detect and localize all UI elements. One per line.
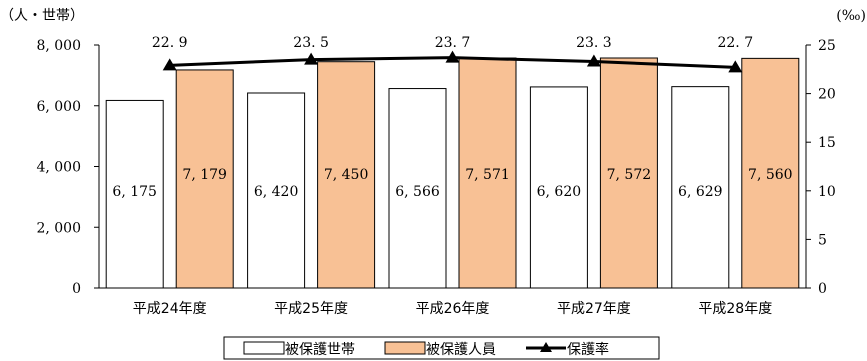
x-axis-tick-label: 平成28年度 <box>698 301 772 317</box>
rate-marker <box>586 54 601 67</box>
legend: 被保護世帯 被保護人員 保護率 <box>223 336 660 360</box>
bar-households <box>529 86 588 289</box>
rate-marker <box>304 52 319 65</box>
legend-label-rate: 保護率 <box>567 341 609 358</box>
bar-label-households: 6, 566 <box>395 184 440 200</box>
rate-line: 22. 9 23. 5 23. 7 23. 3 22. 7 <box>152 35 753 73</box>
bars <box>105 57 800 289</box>
left-axis-tick-label: 6, 000 <box>36 99 81 115</box>
x-axis-tick-label: 平成24年度 <box>133 301 207 317</box>
x-axis-labels: 平成24年度 平成25年度 平成26年度 平成27年度 平成28年度 <box>133 301 772 317</box>
legend-box <box>223 336 660 360</box>
right-axis-tick-label: 25 <box>818 38 836 54</box>
rate-data-label: 23. 7 <box>435 35 471 51</box>
bar-persons <box>317 61 376 289</box>
rate-data-label: 23. 5 <box>293 35 329 51</box>
bar-persons <box>599 57 658 289</box>
left-axis-tick-label: 4, 000 <box>36 160 81 176</box>
left-axis-tick-label: 2, 000 <box>36 220 81 236</box>
bar-label-households: 6, 175 <box>112 184 157 200</box>
rate-data-label: 22. 9 <box>152 35 188 51</box>
right-axis-unit: (‰) <box>836 8 866 24</box>
left-axis-tick-label: 0 <box>72 281 81 297</box>
right-axis-tick-label: 15 <box>818 135 836 151</box>
legend-label-households: 被保護世帯 <box>285 342 355 358</box>
left-axis-unit: （人・世帯） <box>0 8 84 24</box>
legend-label-persons: 被保護人員 <box>426 342 496 358</box>
bar-label-households: 6, 420 <box>254 184 299 200</box>
x-axis-tick-label: 平成27年度 <box>557 301 631 317</box>
bar-households <box>247 92 306 289</box>
rate-marker <box>162 58 177 71</box>
bar-persons <box>175 69 234 289</box>
left-axis: 0 2, 000 4, 000 6, 000 8, 000 <box>36 38 99 297</box>
bar-label-persons: 7, 572 <box>607 167 652 183</box>
rate-data-label: 22. 7 <box>717 35 753 51</box>
right-axis-tick-label: 0 <box>818 281 827 297</box>
right-axis-tick-label: 5 <box>818 232 827 248</box>
rate-marker <box>445 50 460 63</box>
right-axis-tick-label: 20 <box>818 87 836 103</box>
bar-labels: 6, 175 7, 179 6, 420 7, 450 6, 566 7, 571 6, 6… <box>112 167 792 200</box>
bar-label-persons: 7, 179 <box>182 167 227 183</box>
bar-households <box>105 99 164 289</box>
bar-label-persons: 7, 560 <box>748 167 793 183</box>
rate-data-label: 23. 3 <box>576 35 612 51</box>
bar-label-households: 6, 620 <box>537 184 582 200</box>
right-axis-tick-label: 10 <box>818 184 836 200</box>
legend-swatch-rate-marker <box>540 342 552 352</box>
x-axis-tick-label: 平成26年度 <box>416 301 490 317</box>
right-axis: 0 5 10 15 20 25 <box>806 38 836 297</box>
legend-swatch-persons <box>384 341 426 355</box>
legend-swatch-households <box>243 341 285 355</box>
bar-label-households: 6, 629 <box>678 184 723 200</box>
bar-persons <box>741 57 800 289</box>
left-axis-tick-label: 8, 000 <box>36 38 81 54</box>
bar-households <box>671 86 730 289</box>
bar-label-persons: 7, 571 <box>465 167 510 183</box>
bar-households <box>388 88 447 289</box>
rate-marker <box>728 60 743 73</box>
bar-label-persons: 7, 450 <box>324 167 369 183</box>
x-axis-tick-label: 平成25年度 <box>274 301 348 317</box>
